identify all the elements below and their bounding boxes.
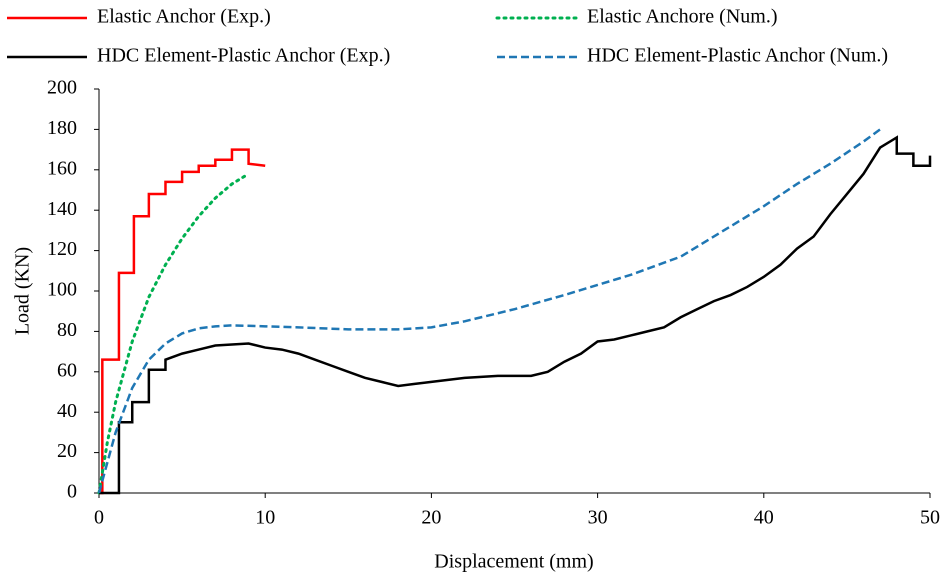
y-tick-label: 200 (47, 77, 77, 99)
y-tick-label: 100 (47, 279, 77, 301)
x-axis-title: Displacement (mm) (434, 551, 593, 573)
y-tick-label: 180 (47, 117, 77, 139)
x-tick-label: 50 (920, 507, 940, 529)
x-tick-label: 0 (94, 507, 104, 529)
data-line (97, 172, 251, 495)
x-tick-label: 40 (754, 507, 774, 529)
y-tick-label: 140 (47, 198, 77, 220)
y-tick-label: 20 (57, 440, 77, 462)
legend-label: HDC Element-Plastic Anchor (Exp.) (97, 45, 390, 67)
data-line (99, 148, 266, 495)
y-tick-label: 160 (47, 157, 77, 179)
y-tick-label: 60 (57, 359, 77, 381)
y-tick-label: 40 (57, 400, 77, 422)
x-tick-label: 20 (421, 507, 441, 529)
x-tick-label: 10 (255, 507, 275, 529)
y-tick-label: 0 (67, 481, 77, 503)
legend-label: Elastic Anchor (Exp.) (97, 6, 271, 28)
x-tick-label: 30 (588, 507, 608, 529)
y-tick-label: 80 (57, 319, 77, 341)
y-axis-title: Load (KN) (12, 247, 34, 335)
data-line (99, 135, 932, 495)
y-tick-label: 120 (47, 238, 77, 260)
data-line (97, 128, 881, 494)
legend-label: Elastic Anchore (Num.) (587, 6, 778, 28)
legend-label: HDC Element-Plastic Anchor (Num.) (587, 45, 888, 67)
